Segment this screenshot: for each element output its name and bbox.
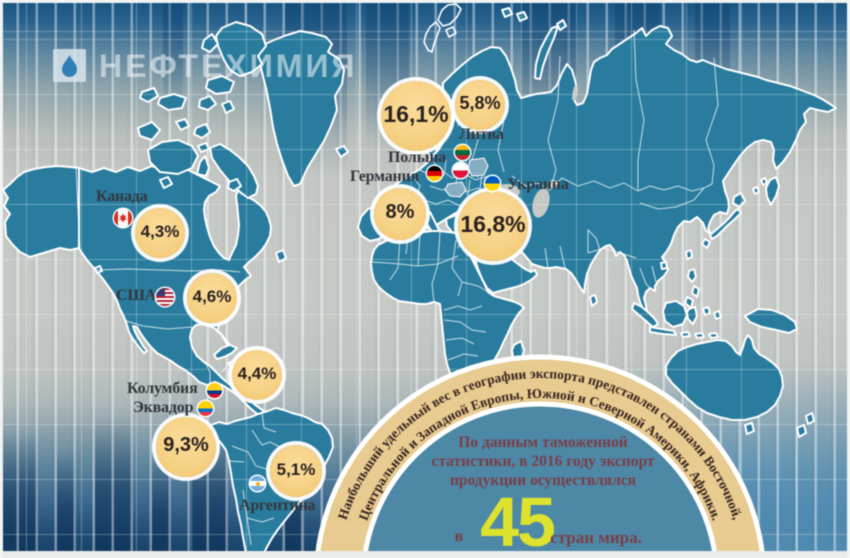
svg-text:По данным таможенной: По данным таможенной	[458, 434, 627, 451]
svg-text:статистики, в 2016 году экспор: статистики, в 2016 году экспорт	[432, 453, 655, 470]
svg-text:в: в	[455, 528, 464, 545]
svg-text:стран мира.: стран мира.	[550, 528, 642, 547]
svg-text:45: 45	[480, 483, 554, 558]
svg-text:продукции осуществлялся: продукции осуществлялся	[450, 472, 636, 489]
